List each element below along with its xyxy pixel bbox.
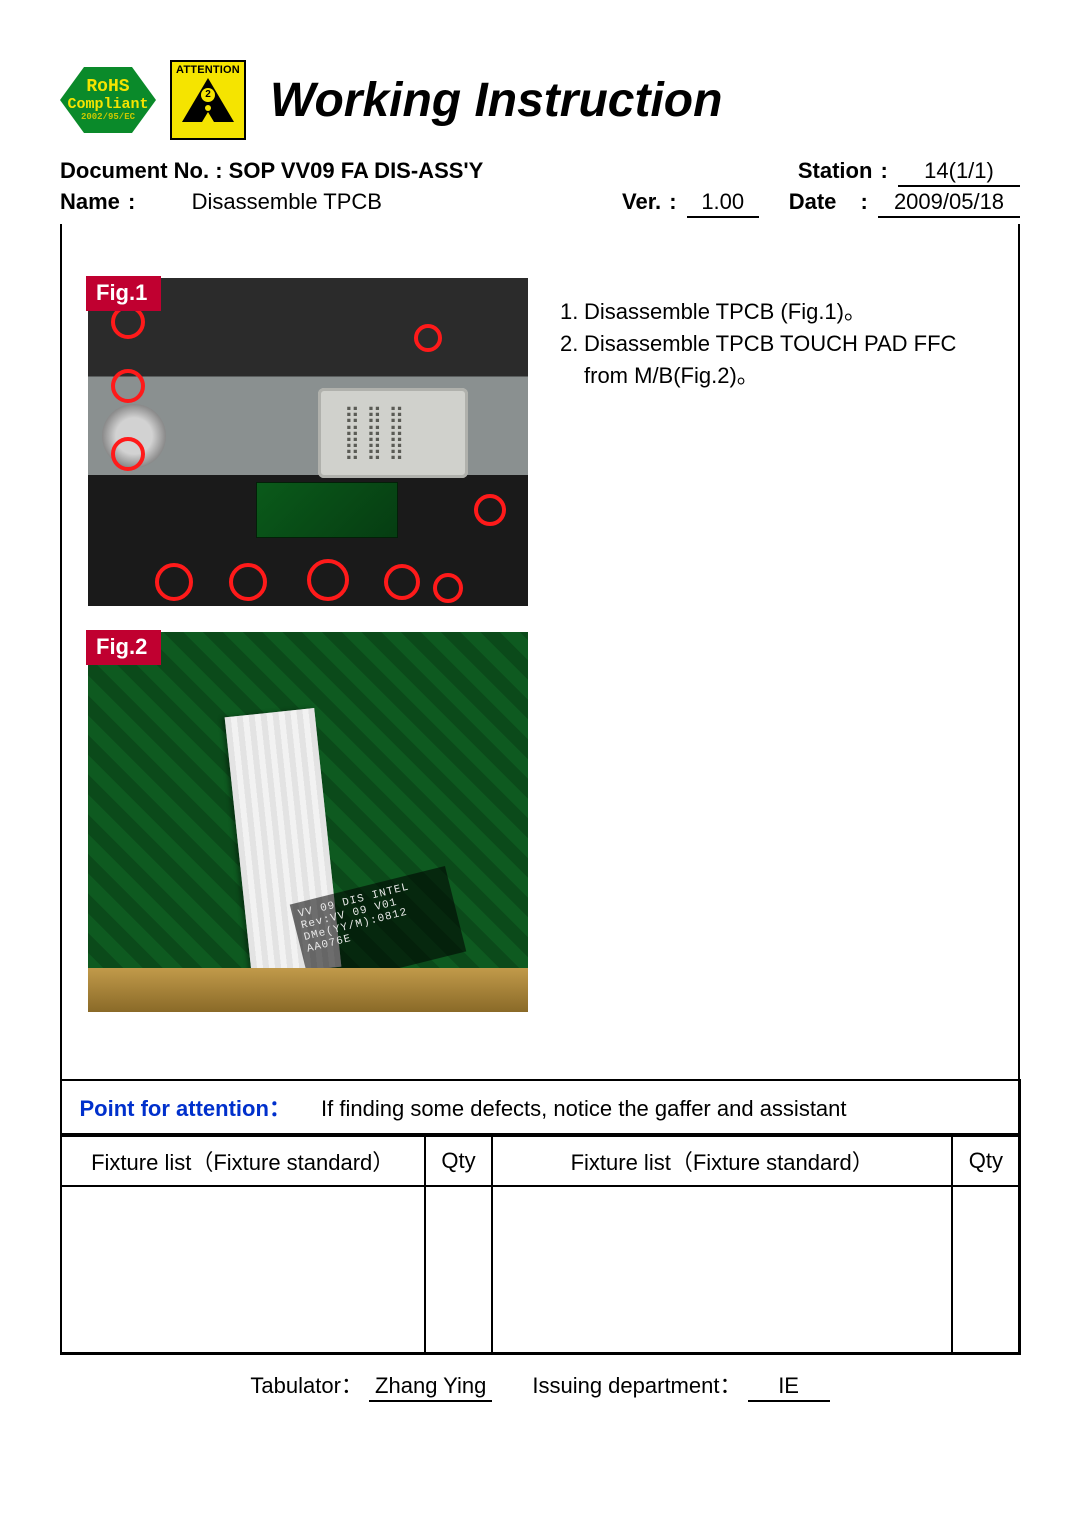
col4-header: Qty bbox=[952, 1136, 1019, 1186]
figure-1: Fig.1 ⠿⠿⠿⠿⠿⠿⠿⠿⠿ bbox=[88, 278, 528, 606]
dept-value: IE bbox=[748, 1373, 830, 1402]
doc-no: Document No. : SOP VV09 FA DIS-ASS'Y bbox=[60, 158, 798, 184]
tabulator-label: Tabulator： bbox=[250, 1373, 363, 1398]
figure-2: Fig.2 VV 09 DIS INTEL Rev:VV 09 V01 DMe(… bbox=[88, 632, 528, 1012]
station-label: Station bbox=[798, 158, 873, 183]
attention-badge-icon: ATTENTION 2 bbox=[170, 60, 246, 140]
date-value: 2009/05/18 bbox=[878, 189, 1020, 218]
step-2-cont: from M/B(Fig.2)。 bbox=[560, 360, 992, 392]
attention-label: ATTENTION bbox=[176, 64, 240, 76]
col3-header: Fixture list（Fixture standard） bbox=[492, 1136, 952, 1186]
table-header-row: Fixture list（Fixture standard） Qty Fixtu… bbox=[61, 1136, 1020, 1186]
marker-circle-icon bbox=[229, 563, 267, 601]
rohs-line2: Compliant bbox=[67, 97, 148, 113]
name-label: Name bbox=[60, 189, 120, 214]
attention-text: If finding some defects, notice the gaff… bbox=[321, 1096, 846, 1121]
rohs-line1: RoHS bbox=[67, 78, 148, 97]
attention-num: 2 bbox=[201, 88, 215, 102]
fig2-label: Fig.2 bbox=[86, 630, 161, 665]
col2-header: Qty bbox=[425, 1136, 492, 1186]
tabulator-value: Zhang Ying bbox=[369, 1373, 492, 1402]
ver-label: Ver. bbox=[622, 189, 661, 214]
ver-value: 1.00 bbox=[687, 189, 759, 218]
fixture-table: Fixture list（Fixture standard） Qty Fixtu… bbox=[60, 1135, 1021, 1355]
steps: 1. Disassemble TPCB (Fig.1)。 2. Disassem… bbox=[560, 278, 992, 1038]
step-2: 2. Disassemble TPCB TOUCH PAD FFC bbox=[560, 328, 992, 360]
main-frame: Fig.1 ⠿⠿⠿⠿⠿⠿⠿⠿⠿ Fig.2 bbox=[60, 224, 1020, 1354]
marker-circle-icon bbox=[474, 494, 506, 526]
fig1-image: ⠿⠿⠿⠿⠿⠿⠿⠿⠿ bbox=[88, 278, 528, 606]
marker-circle-icon bbox=[111, 437, 145, 471]
page-title: Working Instruction bbox=[260, 73, 1020, 128]
marker-circle-icon bbox=[307, 559, 349, 601]
dept-label: Issuing department： bbox=[532, 1373, 741, 1398]
marker-circle-icon bbox=[111, 369, 145, 403]
rohs-badge-icon: RoHS Compliant 2002/95/EC bbox=[60, 67, 156, 133]
marker-circle-icon bbox=[414, 324, 442, 352]
marker-circle-icon bbox=[384, 564, 420, 600]
attention-row: Point for attention： If finding some def… bbox=[60, 1079, 1021, 1135]
fig1-label: Fig.1 bbox=[86, 276, 161, 311]
marker-circle-icon bbox=[155, 563, 193, 601]
table-row bbox=[61, 1186, 1020, 1354]
marker-circle-icon bbox=[433, 573, 463, 603]
name-value: Disassemble TPCB bbox=[192, 189, 382, 214]
step-1: 1. Disassemble TPCB (Fig.1)。 bbox=[560, 296, 992, 328]
col1-header: Fixture list（Fixture standard） bbox=[61, 1136, 425, 1186]
person-hazard-icon bbox=[198, 104, 218, 122]
fig2-image: VV 09 DIS INTEL Rev:VV 09 V01 DMe(YY/M):… bbox=[88, 632, 528, 1012]
date-label: Date bbox=[789, 189, 837, 214]
station-value: 14(1/1) bbox=[898, 158, 1020, 187]
footer: Tabulator： Zhang Ying Issuing department… bbox=[60, 1368, 1020, 1402]
rohs-line3: 2002/95/EC bbox=[67, 113, 148, 122]
attention-label-text: Point for attention： bbox=[80, 1096, 291, 1121]
